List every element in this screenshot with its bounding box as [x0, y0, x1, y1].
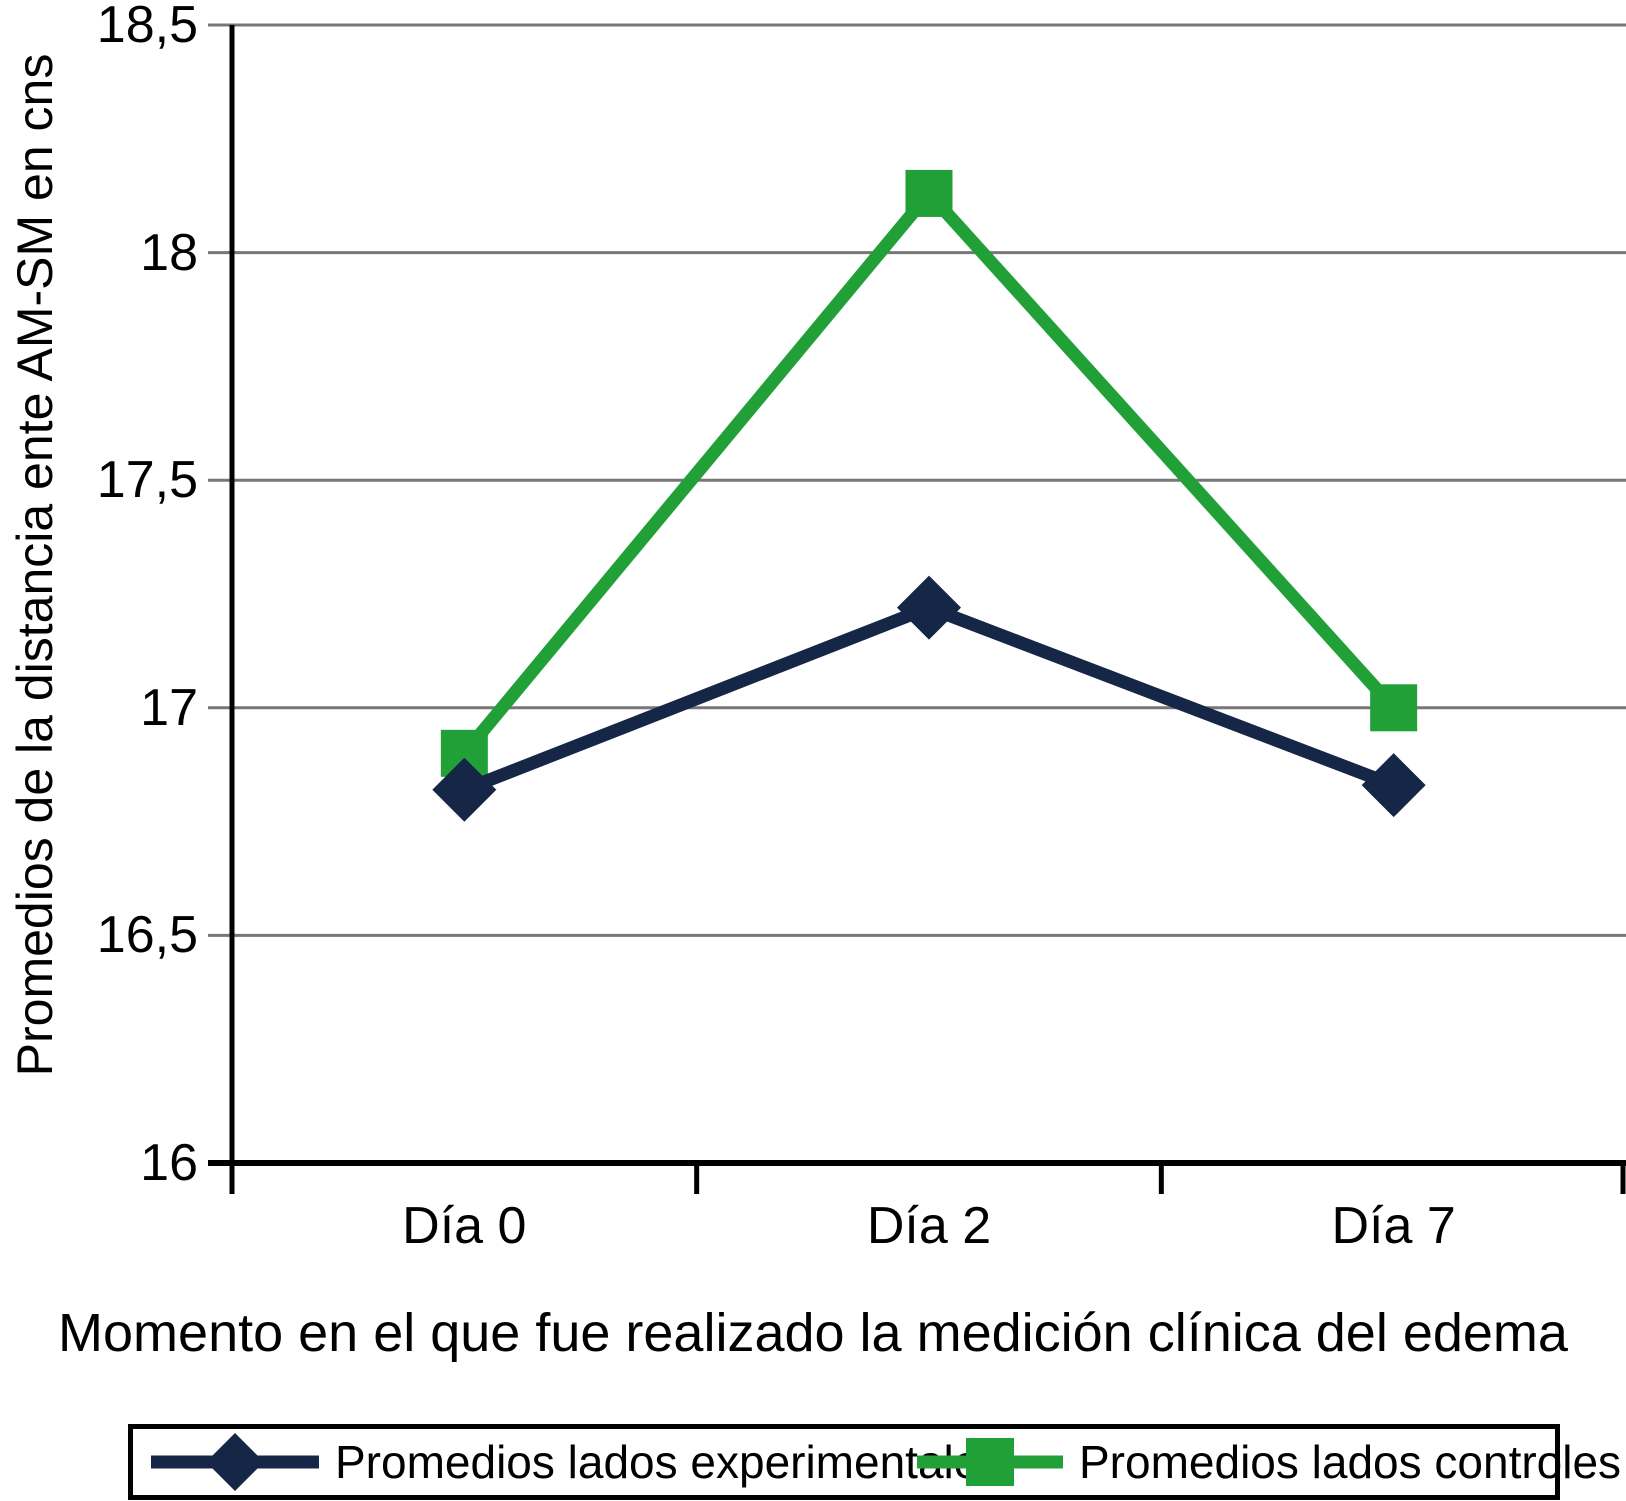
- x-tick-label: Día 0: [402, 1197, 527, 1255]
- legend-item-experimentales: Promedios lados experimentales: [149, 1430, 1002, 1494]
- y-tick-label: 18: [140, 223, 198, 282]
- legend: Promedios lados experimentales Promedios…: [128, 1424, 1621, 1500]
- y-tick-label: 16,5: [96, 906, 198, 965]
- legend-label-experimentales: Promedios lados experimentales: [335, 1436, 1003, 1488]
- legend-label-controles: Promedios lados controles: [1079, 1436, 1622, 1488]
- legend-item-controles: Promedios lados controles: [915, 1430, 1621, 1494]
- x-axis-title: Momento en el que fue realizado la medic…: [58, 1303, 1568, 1363]
- y-tick-label: 18,5: [96, 0, 198, 54]
- x-tick-label: Día 7: [1331, 1197, 1456, 1255]
- x-tick-label: Día 2: [866, 1197, 992, 1255]
- y-tick-label: 16: [140, 1134, 198, 1192]
- y-tick-label: 17,5: [96, 451, 198, 510]
- diamond-marker-icon: [151, 1433, 319, 1491]
- y-tick-label: 17: [140, 678, 198, 737]
- square-marker-icon: [917, 1438, 1063, 1486]
